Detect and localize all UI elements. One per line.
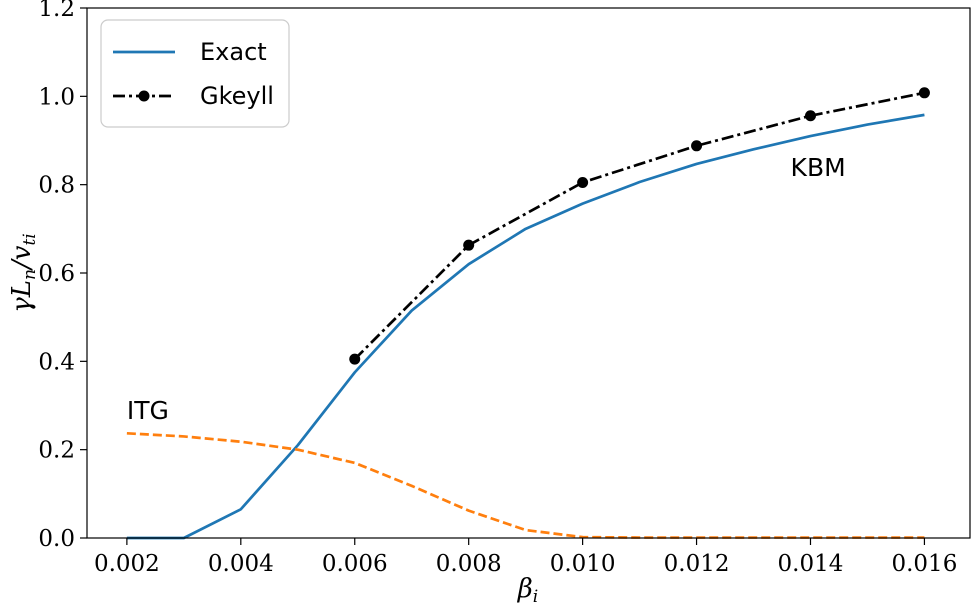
gkeyll-point-5: [918, 87, 930, 99]
legend-label-exact: Exact: [200, 38, 267, 66]
y-axis-ticks: 0.0 0.2 0.4 0.6 0.8 1.0 1.2: [38, 0, 87, 552]
y-axis-label: γLn/vti: [7, 233, 40, 313]
x-axis-label: βi: [517, 574, 538, 605]
gkeyll-point-2: [577, 176, 589, 188]
x-axis-label-sub: i: [533, 587, 538, 605]
legend: Exact Gkeyll: [100, 19, 290, 128]
y-tick-label-0-6: 0.6: [38, 261, 75, 287]
x-tick-label-0-006: 0.006: [322, 551, 388, 577]
exact-line: [126, 113, 925, 540]
y-axis-label-sub1: n: [20, 269, 40, 280]
x-tick-label-0-010: 0.010: [550, 551, 616, 577]
y-axis-label-sub2: ti: [20, 233, 40, 245]
gkeyll-point-3: [691, 140, 703, 152]
x-tick-label-0-002: 0.002: [94, 551, 160, 577]
x-tick-label-0-008: 0.008: [436, 551, 502, 577]
y-axis-label-part1: γL: [7, 280, 37, 313]
x-axis-ticks: 0.002 0.004 0.006 0.008 0.010 0.012 0.014 0.016: [94, 538, 957, 577]
legend-box: [100, 19, 290, 128]
legend-marker-gkeyll: [138, 90, 150, 102]
x-axis-label-main: β: [517, 574, 533, 604]
gkeyll-point-4: [804, 110, 816, 122]
x-tick-label-0-016: 0.016: [891, 551, 957, 577]
annotations: ITG KBM: [127, 153, 846, 425]
y-tick-label-0-8: 0.8: [38, 173, 75, 199]
legend-label-gkeyll: Gkeyll: [200, 82, 274, 110]
gkeyll-line: [353, 91, 925, 361]
annotation-itg: ITG: [127, 396, 169, 425]
gkeyll-point-0: [349, 353, 361, 365]
x-tick-label-0-014: 0.014: [778, 551, 844, 577]
y-tick-label-0-0: 0.0: [38, 526, 75, 552]
y-tick-label-0-4: 0.4: [38, 349, 75, 375]
x-tick-label-0-012: 0.012: [664, 551, 730, 577]
x-tick-label-0-004: 0.004: [208, 551, 274, 577]
y-tick-label-0-2: 0.2: [38, 438, 75, 464]
y-tick-label-1-0: 1.0: [38, 84, 75, 110]
gkeyll-point-1: [463, 239, 475, 251]
annotation-kbm: KBM: [791, 153, 846, 182]
y-axis-label-part2: /v: [7, 245, 37, 272]
y-tick-label-1-2: 1.2: [38, 0, 75, 22]
